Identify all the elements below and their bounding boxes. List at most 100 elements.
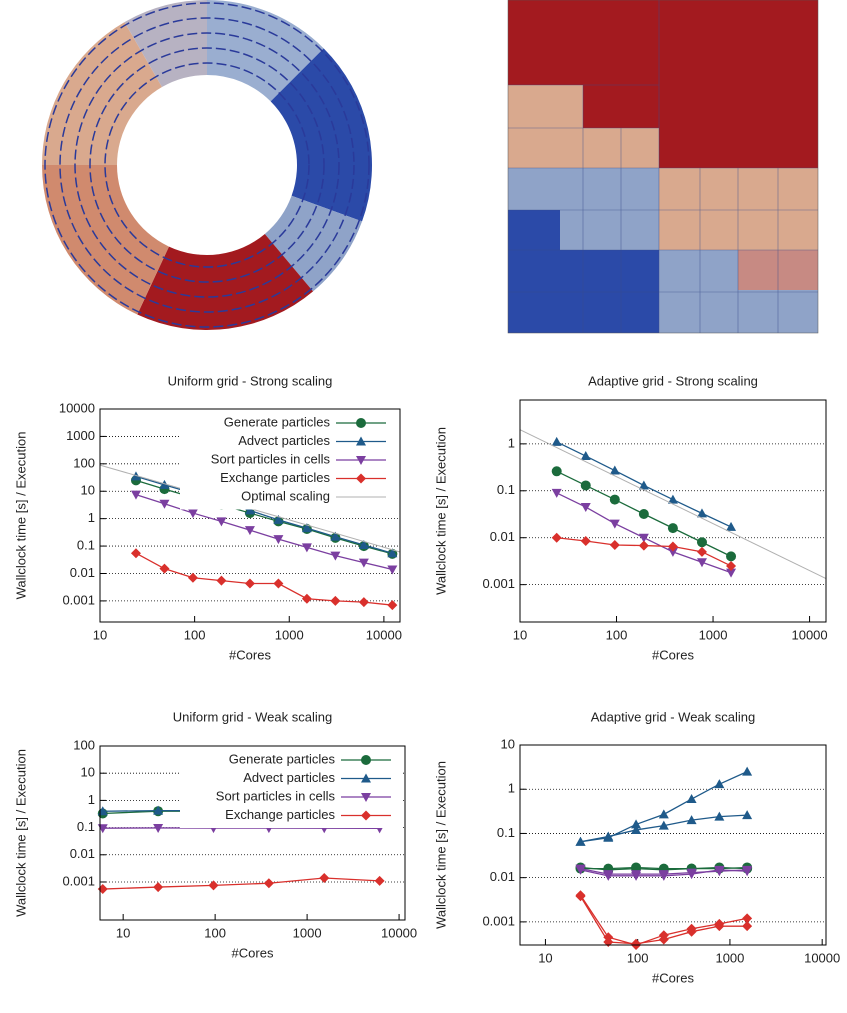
legend-label: Generate particles — [229, 751, 336, 766]
mesh-sector — [124, 0, 207, 88]
mesh-sector — [137, 233, 314, 331]
marker — [609, 494, 620, 505]
y-tick-label: 0.01 — [70, 846, 95, 861]
charts: Uniform grid - Strong scaling #Cores Wallc… — [13, 373, 840, 985]
marker — [686, 815, 697, 825]
marker — [273, 514, 284, 524]
y-axis-label: Wallclock time [s] / Execution — [13, 432, 28, 600]
y-tick-label: 0.1 — [497, 825, 515, 840]
x-tick-label: 10 — [116, 925, 130, 940]
marker — [244, 578, 255, 589]
x-tick-label: 10 — [513, 627, 527, 642]
marker — [609, 519, 620, 529]
marker — [130, 490, 141, 500]
marker — [263, 878, 274, 889]
marker — [631, 819, 642, 829]
marker — [358, 558, 369, 568]
marker — [330, 595, 341, 606]
plot-frame — [99, 408, 401, 623]
marker — [330, 551, 341, 561]
marker — [658, 809, 669, 819]
marker — [580, 536, 591, 547]
marker — [551, 532, 562, 543]
marker — [301, 543, 312, 553]
mesh-sector — [270, 48, 372, 222]
legend-marker — [361, 793, 371, 802]
legend-label: Generate particles — [224, 414, 331, 429]
marker — [726, 568, 737, 578]
marker — [714, 811, 725, 821]
marker — [387, 565, 398, 575]
marker — [631, 824, 642, 834]
chart-title: Adaptive grid - Strong scaling — [588, 373, 758, 388]
plot-frame — [99, 745, 406, 921]
marker — [187, 572, 198, 583]
x-tick-label: 100 — [627, 950, 649, 965]
marker — [726, 521, 737, 531]
marker — [742, 921, 753, 932]
x-tick-label: 10 — [93, 627, 107, 642]
marker — [273, 535, 284, 545]
y-axis-label: Wallclock time [s] / Execution — [13, 749, 28, 917]
marker — [667, 547, 678, 557]
chart: Adaptive grid - Strong scaling #Cores Wall… — [433, 373, 827, 662]
series-line — [135, 494, 393, 571]
y-tick-label: 0.001 — [62, 592, 95, 607]
y-tick-label: 0.001 — [482, 576, 515, 591]
x-tick-label: 1000 — [293, 925, 322, 940]
y-tick-label: 10000 — [59, 400, 95, 415]
marker — [726, 560, 737, 571]
marker — [301, 523, 312, 533]
marker — [603, 831, 614, 841]
marker — [387, 548, 398, 558]
legend-label: Optimal scaling — [241, 488, 330, 503]
marker — [742, 766, 753, 776]
y-tick-label: 1 — [88, 792, 95, 807]
marker — [638, 533, 649, 543]
series-line — [102, 877, 380, 890]
marker — [244, 505, 255, 515]
y-tick-label: 0.1 — [497, 482, 515, 497]
marker — [575, 864, 586, 874]
marker — [631, 870, 642, 880]
marker — [609, 539, 620, 550]
chart: Uniform grid - Strong scaling #Cores Wallc… — [13, 373, 402, 662]
marker — [551, 466, 562, 477]
chart-title: Uniform grid - Weak scaling — [173, 709, 332, 724]
mesh-sector — [42, 22, 162, 166]
marker — [686, 794, 697, 804]
marker — [658, 934, 669, 945]
marker — [580, 480, 591, 491]
legend-marker — [361, 773, 371, 783]
marker — [273, 578, 284, 589]
y-tick-label: 10 — [501, 736, 515, 751]
marker — [667, 523, 678, 534]
marker — [575, 891, 586, 902]
y-tick-label: 0.001 — [62, 873, 95, 888]
marker — [551, 488, 562, 498]
x-tick-label: 100 — [204, 925, 226, 940]
legend-marker — [361, 755, 371, 765]
marker — [609, 465, 620, 475]
marker — [686, 926, 697, 937]
chart: Uniform grid - Weak scaling #Cores Wallclo… — [13, 709, 417, 960]
velocity-ring — [89, 47, 325, 283]
y-tick-label: 1 — [508, 781, 515, 796]
y-tick-label: 0.1 — [77, 819, 95, 834]
marker — [696, 537, 707, 548]
velocity-ring — [59, 17, 355, 313]
marker — [686, 868, 697, 878]
x-axis-label: #Cores — [232, 945, 274, 960]
chart-title: Adaptive grid - Weak scaling — [591, 709, 756, 724]
marker — [714, 867, 725, 877]
chart-title: Uniform grid - Strong scaling — [168, 373, 333, 388]
marker — [726, 551, 737, 562]
y-tick-label: 10 — [81, 765, 95, 780]
legend-marker — [361, 810, 371, 821]
y-tick-label: 100 — [73, 455, 95, 470]
legend-label: Sort particles in cells — [211, 451, 331, 466]
adaptive-mesh — [507, 0, 819, 334]
marker — [667, 494, 678, 504]
series-line — [519, 429, 827, 579]
y-tick-label: 100 — [73, 737, 95, 752]
